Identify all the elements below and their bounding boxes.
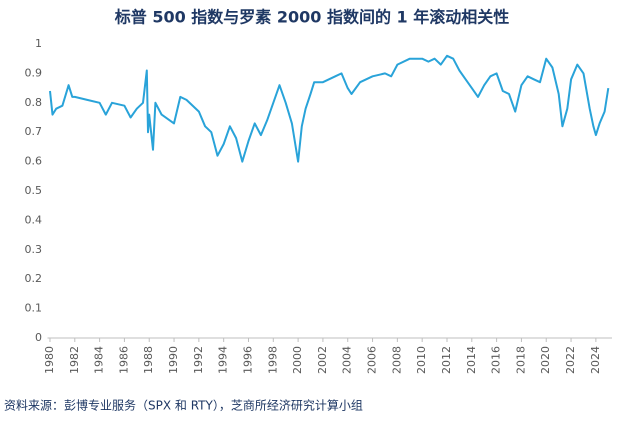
x-tick-label: 2008 [390, 346, 403, 374]
x-tick-label: 2012 [440, 346, 453, 374]
x-tick-label: 2000 [291, 346, 304, 374]
x-tick-label: 2002 [316, 346, 329, 374]
y-tick-label: 0.1 [25, 302, 43, 315]
y-tick-label: 0.5 [25, 184, 43, 197]
x-tick-label: 1988 [142, 346, 155, 374]
y-tick-label: 0.3 [25, 243, 43, 256]
x-tick-label: 1992 [192, 346, 205, 374]
x-tick-label: 1984 [93, 346, 106, 374]
x-tick-label: 2016 [490, 346, 503, 374]
x-tick-label: 1998 [266, 346, 279, 374]
y-tick-label: 0.7 [25, 125, 43, 138]
x-tick-label: 2014 [465, 346, 478, 374]
x-tick-label: 1982 [68, 346, 81, 374]
x-tick-label: 1980 [43, 346, 56, 374]
y-tick-label: 0.4 [25, 213, 43, 226]
chart-title: 标普 500 指数与罗素 2000 指数间的 1 年滚动相关性 [114, 8, 510, 27]
y-tick-label: 0.9 [25, 66, 43, 79]
y-tick-label: 0.2 [25, 272, 43, 285]
y-tick-label: 0.6 [25, 155, 43, 168]
x-tick-label: 2018 [514, 346, 527, 374]
source-note: 资料来源：彭博专业服务（SPX 和 RTY），芝商所经济研究计算小组 [4, 398, 363, 413]
y-tick-label: 0 [35, 331, 42, 344]
x-tick-label: 1996 [241, 346, 254, 374]
x-tick-label: 2020 [539, 346, 552, 374]
x-tick-label: 2004 [341, 346, 354, 374]
x-tick-label: 1990 [167, 346, 180, 374]
x-tick-label: 2024 [589, 346, 602, 374]
y-tick-label: 0.8 [25, 96, 43, 109]
x-tick-label: 2010 [415, 346, 428, 374]
data-line [49, 54, 610, 163]
x-tick-label: 2006 [366, 346, 379, 374]
x-tick-label: 1986 [117, 346, 130, 374]
x-tick-label: 2022 [564, 346, 577, 374]
y-tick-label: 1 [35, 37, 42, 50]
x-tick-label: 1994 [217, 346, 230, 374]
